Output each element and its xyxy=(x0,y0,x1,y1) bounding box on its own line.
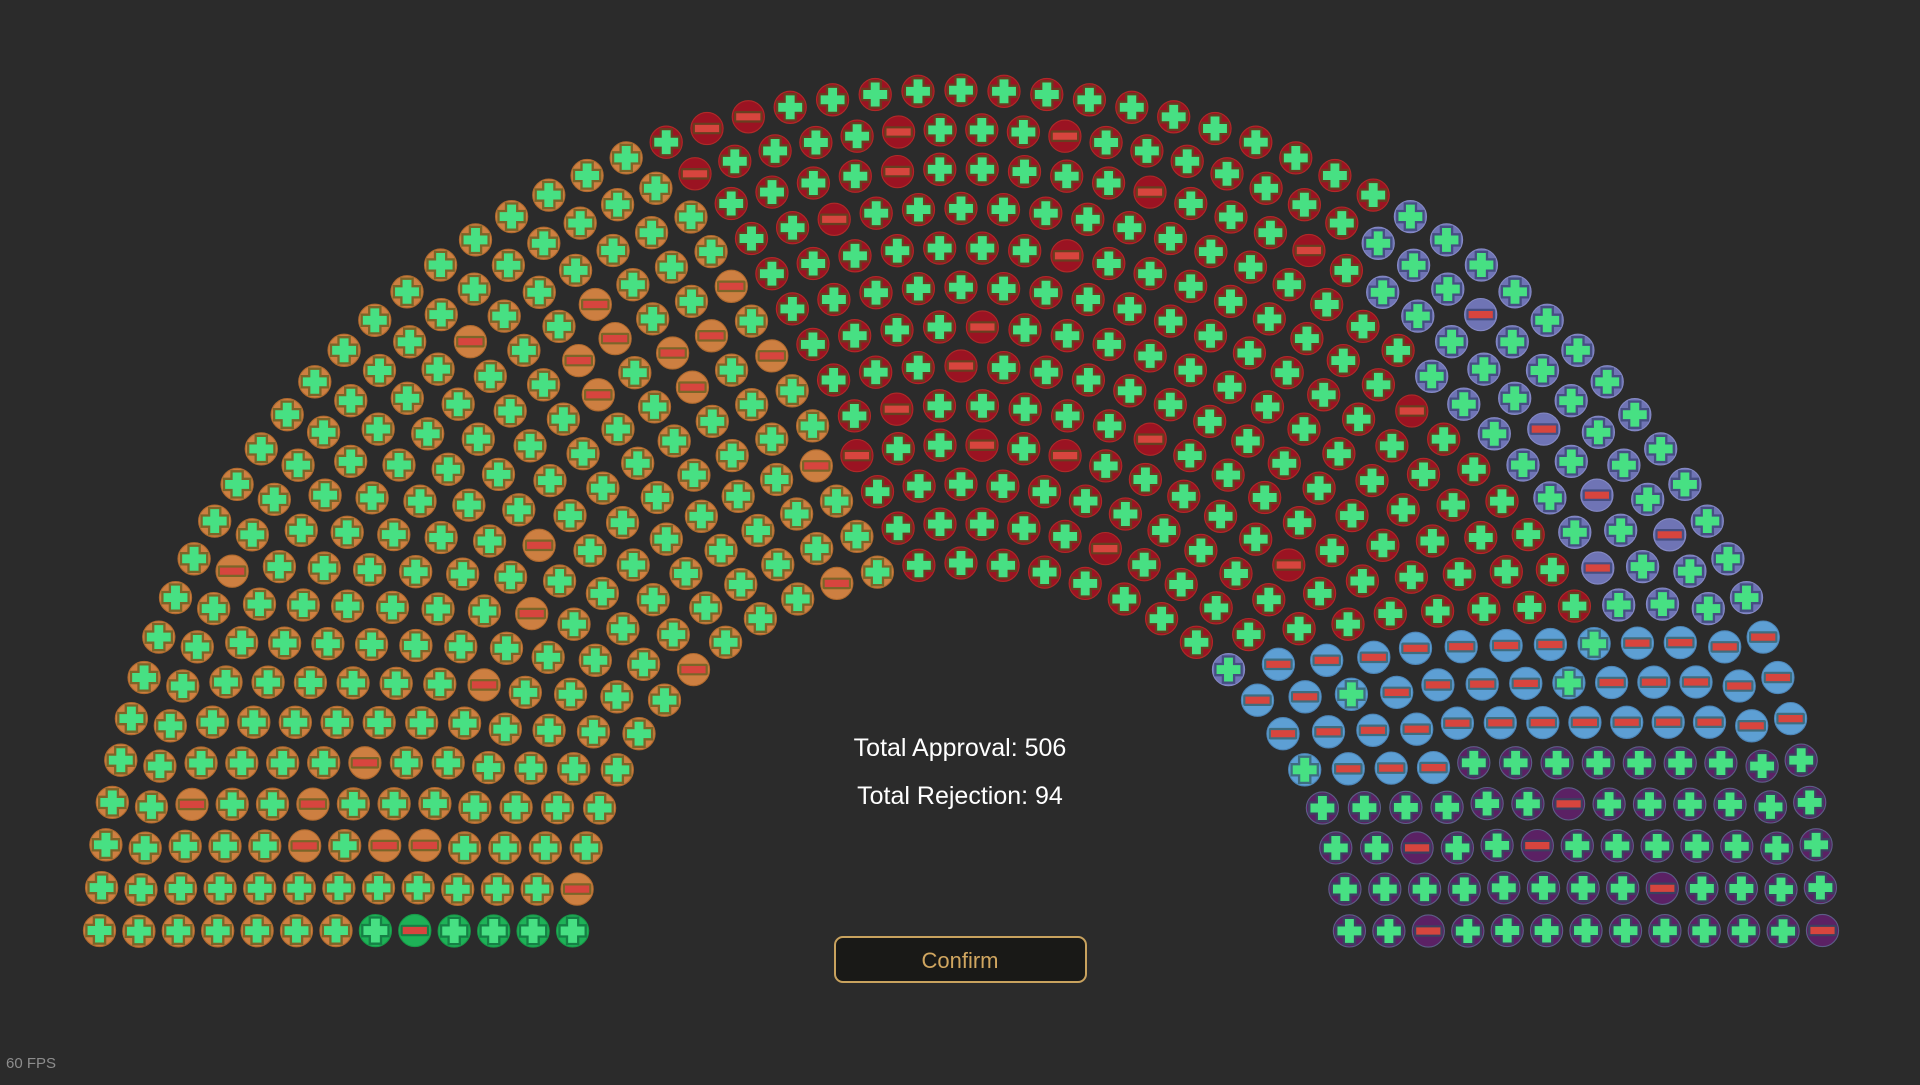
svg-text:Total Approval: 506: Total Approval: 506 xyxy=(854,734,1067,762)
svg-text:Total Rejection: 94: Total Rejection: 94 xyxy=(857,782,1063,810)
svg-text:Confirm: Confirm xyxy=(921,948,998,973)
svg-text:60 FPS: 60 FPS xyxy=(6,1055,56,1072)
